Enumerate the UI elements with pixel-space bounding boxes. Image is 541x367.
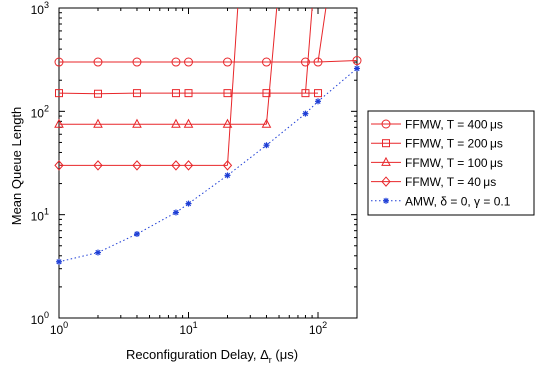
plot-area: 100 101 102 100 101 102 103 <box>31 0 362 337</box>
data-point-s2-3 <box>171 118 181 128</box>
series-markers <box>54 56 362 265</box>
x-axis-label: Reconfiguration Delay, Δr (μs) <box>126 347 298 365</box>
data-point-s0-3 <box>171 57 181 67</box>
x-tick-label: 101 <box>179 320 197 337</box>
data-point-s3-3 <box>171 160 181 171</box>
data-point-s0-8 <box>313 57 323 67</box>
data-point-s4-8 <box>315 98 322 105</box>
data-point-s2-5 <box>222 118 233 128</box>
data-point-s0-4 <box>184 57 194 67</box>
legend-label-3: FFMW, T = 40 μs <box>405 175 496 189</box>
y-tick-label: 101 <box>31 207 49 224</box>
legend-label-4: AMW, δ = 0, γ = 0.1 <box>405 194 511 208</box>
data-point-s1-8 <box>314 89 323 98</box>
y-tick-label: 100 <box>31 310 49 327</box>
data-point-s4-2 <box>133 230 140 237</box>
data-point-s0-9 <box>352 56 362 66</box>
data-point-s2-4 <box>183 118 194 128</box>
series-line-0 <box>59 60 357 63</box>
series-steep-line-1 <box>304 8 313 94</box>
y-tick-label: 103 <box>31 0 49 17</box>
legend-marker-4 <box>383 197 389 204</box>
data-point-s3-0 <box>54 160 64 171</box>
data-point-s4-6 <box>263 142 270 149</box>
data-point-s4-1 <box>94 249 101 256</box>
legend-marker-0 <box>381 119 391 129</box>
data-point-s1-5 <box>223 89 232 98</box>
data-point-s3-4 <box>183 160 194 171</box>
data-point-s2-6 <box>261 118 272 128</box>
x-tick-label: 102 <box>309 320 327 337</box>
data-point-s1-6 <box>262 89 271 98</box>
data-point-s4-3 <box>172 209 179 216</box>
data-point-s1-1 <box>93 89 102 98</box>
data-point-s3-1 <box>93 160 103 171</box>
data-point-s1-2 <box>132 89 141 98</box>
data-point-s3-5 <box>222 160 233 171</box>
data-point-s0-5 <box>222 57 232 67</box>
data-point-s4-9 <box>354 65 360 72</box>
legend-items: FFMW, T = 400 μs FFMW, T = 200 μs FFMW, T … <box>371 118 511 208</box>
data-point-s2-0 <box>54 118 64 128</box>
data-point-s4-0 <box>56 258 62 265</box>
data-point-s2-2 <box>132 118 142 128</box>
series-lines <box>59 8 357 263</box>
data-point-s1-7 <box>301 89 310 98</box>
series-line-1 <box>59 92 319 95</box>
data-point-s0-1 <box>93 57 103 67</box>
data-point-s2-1 <box>93 118 103 128</box>
data-point-s4-4 <box>185 200 192 207</box>
data-point-s1-3 <box>171 89 180 98</box>
data-point-s1-0 <box>55 89 63 98</box>
y-tick-label: 102 <box>31 103 49 120</box>
data-point-s0-7 <box>300 57 310 67</box>
legend-box <box>367 110 535 216</box>
data-point-s4-7 <box>302 110 309 117</box>
data-point-s4-5 <box>224 172 231 179</box>
data-point-s0-2 <box>132 57 142 67</box>
series-steep-line-2 <box>265 8 278 125</box>
legend-marker-2 <box>381 156 391 166</box>
legend: FFMW, T = 400 μs FFMW, T = 200 μs FFMW, T … <box>367 110 535 216</box>
legend-label-1: FFMW, T = 200 μs <box>405 137 503 151</box>
data-point-s0-0 <box>54 57 64 67</box>
legend-label-0: FFMW, T = 400 μs <box>405 118 503 132</box>
x-tick-label: 100 <box>50 320 68 337</box>
data-point-s3-2 <box>132 160 142 171</box>
series-steep-line-0 <box>317 8 327 63</box>
legend-label-2: FFMW, T = 100 μs <box>405 156 503 170</box>
legend-marker-1 <box>382 139 390 148</box>
y-axis-label: Mean Queue Length <box>9 107 24 226</box>
data-point-s0-6 <box>261 57 271 67</box>
legend-marker-3 <box>381 176 391 187</box>
plot-frame <box>58 7 358 319</box>
data-point-s1-4 <box>184 89 193 98</box>
series-steep-line-3 <box>226 8 239 166</box>
axis-ticks: 100 101 102 100 101 102 103 <box>31 0 358 337</box>
